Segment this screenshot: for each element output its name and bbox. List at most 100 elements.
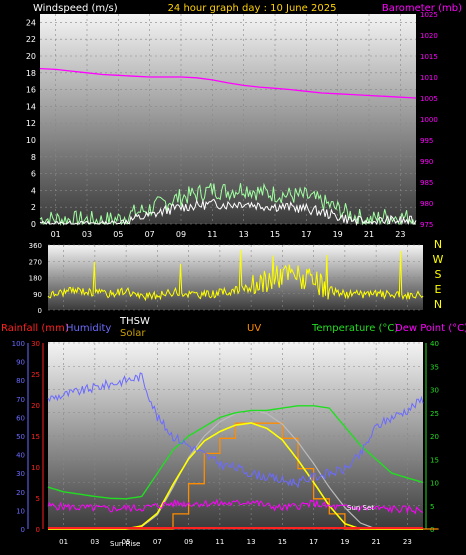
rain-ticks: 0 5 10 15 20 25 30 [31, 340, 40, 534]
direction-tick-label: 0 [38, 307, 42, 315]
barometer-tick-label: 985 [420, 179, 433, 187]
hour-tick-label: 07 [153, 538, 162, 546]
rain-tick-label: 0 [36, 526, 40, 534]
hour-tick-label: 05 [122, 538, 131, 546]
barometer-axis-title: Barometer (mb) [382, 3, 462, 14]
hour-tick-label: 21 [372, 538, 381, 546]
windspeed-tick-label: 8 [31, 153, 36, 162]
barometer-tick-label: 1005 [420, 95, 438, 103]
rain-tick-label: 5 [36, 495, 40, 503]
hour-tick-label: 09 [184, 538, 193, 546]
wind-baro-series [39, 67, 417, 226]
windspeed-tick-label: 22 [26, 35, 36, 44]
hour-tick-label: 13 [247, 538, 256, 546]
windspeed-tick-label: 6 [31, 170, 36, 179]
humidity-tick-label: 70 [16, 396, 25, 404]
direction-left-ticks: 0 90 180 270 360 [29, 242, 42, 315]
temperature-tick-label: 10 [430, 480, 439, 488]
legend-temperature: Temperature (°C) [311, 323, 398, 334]
windspeed-tick-label: 20 [26, 52, 36, 61]
windspeed-tick-label: 24 [26, 18, 36, 27]
solar-temp-hour-ticks: 01 03 05 07 09 11 13 15 17 19 21 23 [59, 538, 412, 546]
sun-rise-label: Sun Rise [110, 540, 140, 548]
rain-tick-label: 15 [31, 433, 40, 441]
dewpoint-line [47, 498, 424, 515]
hour-tick-label: 07 [145, 230, 155, 239]
legend-solar: Solar [120, 328, 146, 339]
barometer-line [39, 67, 417, 99]
hour-tick-label: 19 [333, 230, 343, 239]
direction-series [47, 249, 424, 302]
compass-label: S [435, 268, 442, 281]
hour-tick-label: 21 [364, 230, 374, 239]
hour-tick-label: 17 [301, 230, 311, 239]
humidity-tick-label: 50 [16, 433, 25, 441]
humidity-tick-label: 100 [12, 340, 25, 348]
compass-label: W [433, 253, 444, 266]
temperature-tick-label: 5 [430, 503, 434, 511]
windspeed-tick-label: 2 [31, 203, 36, 212]
rain-tick-label: 20 [31, 402, 40, 410]
humidity-tick-label: 90 [16, 359, 25, 367]
temperature-tick-label: 40 [430, 340, 439, 348]
hour-tick-label: 15 [278, 538, 287, 546]
legend-humidity: Humidity [66, 323, 111, 334]
rain-tick-label: 30 [31, 340, 40, 348]
compass-label: N [434, 238, 442, 251]
hour-tick-label: 03 [82, 230, 92, 239]
hour-tick-label: 03 [90, 538, 99, 546]
hour-tick-label: 15 [270, 230, 280, 239]
wind-baro-plot-area [40, 14, 416, 224]
legend-dewpoint: Dew Point (°C) [395, 323, 466, 334]
temperature-line [47, 405, 424, 500]
windspeed-tick-label: 14 [26, 102, 36, 111]
wind-baro-hour-ticks: 01 03 05 07 09 11 13 15 17 19 21 23 [51, 230, 406, 239]
hour-tick-label: 05 [113, 230, 123, 239]
humidity-tick-label: 60 [16, 414, 25, 422]
humidity-line [47, 372, 424, 489]
barometer-tick-label: 1020 [420, 32, 438, 40]
windspeed-tick-label: 18 [26, 69, 36, 78]
barometer-tick-label: 1015 [420, 53, 438, 61]
direction-tick-label: 90 [33, 291, 42, 299]
temperature-tick-label: 0 [430, 526, 434, 534]
sun-set-label: Sun Set [347, 504, 374, 512]
hour-tick-label: 23 [403, 538, 412, 546]
windspeed-tick-label: 10 [26, 136, 36, 145]
temperature-tick-label: 35 [430, 363, 439, 371]
barometer-tick-label: 980 [420, 200, 433, 208]
humidity-tick-label: 80 [16, 377, 25, 385]
baro-right-ticks: 975 980 985 990 995 1000 1005 1010 1015 1020 1025 [420, 11, 438, 229]
humidity-ticks: 0 10 20 30 40 50 60 70 80 90 100 [12, 340, 25, 534]
barometer-tick-label: 1000 [420, 116, 438, 124]
barometer-tick-label: 1025 [420, 11, 438, 19]
hour-tick-label: 23 [395, 230, 405, 239]
windspeed-tick-label: 0 [31, 220, 36, 229]
humidity-tick-label: 10 [16, 507, 25, 515]
wind-baro-grid [40, 14, 416, 225]
temperature-tick-label: 25 [430, 410, 439, 418]
temperature-tick-label: 30 [430, 387, 439, 395]
humidity-tick-label: 0 [21, 526, 25, 534]
barometer-tick-label: 990 [420, 158, 433, 166]
hour-tick-label: 17 [309, 538, 318, 546]
hour-tick-label: 11 [215, 538, 224, 546]
compass-label: E [435, 283, 442, 296]
temperature-tick-label: 20 [430, 433, 439, 441]
windspeed-tick-label: 16 [26, 86, 36, 95]
direction-plot-area [48, 245, 423, 310]
hour-tick-label: 01 [59, 538, 68, 546]
hour-tick-label: 19 [340, 538, 349, 546]
windspeed-tick-label: 12 [26, 119, 36, 128]
windspeed-axis-title: Windspeed (m/s) [33, 3, 118, 14]
wind-avg-line [39, 198, 417, 226]
temperature-tick-label: 15 [430, 456, 439, 464]
chart-title: 24 hour graph day : 10 June 2025 [168, 3, 337, 14]
humidity-tick-label: 20 [16, 489, 25, 497]
hour-tick-label: 13 [239, 230, 249, 239]
hour-tick-label: 09 [176, 230, 186, 239]
humidity-tick-label: 40 [16, 452, 25, 460]
